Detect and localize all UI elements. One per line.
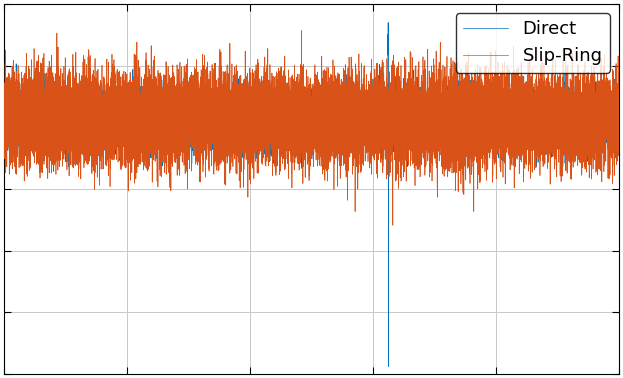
- Direct: [1, 119, 8, 124]
- Slip-Ring: [154, 96, 161, 100]
- Slip-Ring: [298, 28, 305, 33]
- Slip-Ring: [575, 138, 583, 142]
- Direct: [291, 89, 298, 94]
- Line: Direct: Direct: [4, 23, 619, 367]
- Slip-Ring: [395, 158, 402, 163]
- Slip-Ring: [615, 134, 622, 138]
- Line: Slip-Ring: Slip-Ring: [4, 31, 619, 225]
- Direct: [395, 102, 402, 106]
- Direct: [384, 20, 392, 25]
- Legend: Direct, Slip-Ring: Direct, Slip-Ring: [456, 13, 610, 73]
- Slip-Ring: [291, 140, 298, 144]
- Slip-Ring: [389, 223, 396, 228]
- Direct: [372, 133, 379, 137]
- Direct: [615, 75, 622, 80]
- Slip-Ring: [440, 94, 448, 99]
- Direct: [440, 108, 448, 112]
- Slip-Ring: [1, 130, 8, 134]
- Direct: [575, 139, 583, 144]
- Slip-Ring: [372, 119, 379, 124]
- Direct: [154, 110, 161, 115]
- Direct: [384, 364, 392, 369]
